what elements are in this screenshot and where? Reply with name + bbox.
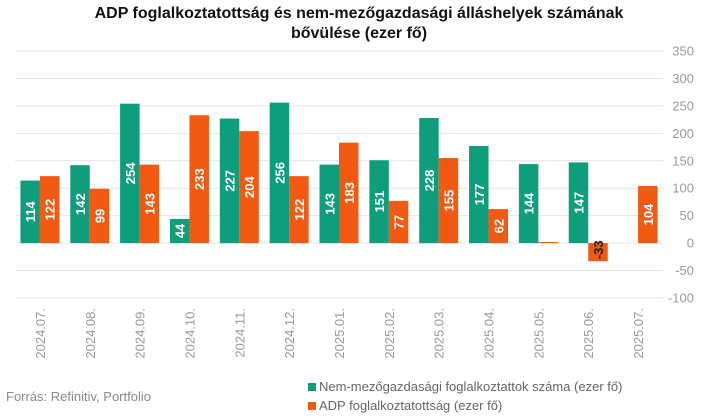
legend-label-adp: ADP foglalkoztatottság (ezer fő): [319, 398, 503, 413]
data-label: 144: [522, 192, 537, 214]
bar-adp: [538, 242, 558, 244]
data-label: 142: [73, 193, 88, 215]
data-label: 143: [142, 193, 157, 215]
y-tick-label: 150: [672, 153, 694, 168]
bar-nfp: [70, 165, 90, 244]
data-label: 256: [272, 162, 287, 184]
x-tick-label: 2024.09.: [133, 308, 148, 359]
legend-swatch-adp: [308, 401, 316, 410]
data-label: 44: [173, 223, 188, 238]
data-label: 62: [491, 219, 506, 233]
bar-adp: [139, 164, 160, 244]
data-label: 114: [23, 201, 38, 223]
data-label: 228: [422, 170, 437, 192]
bar-nfp: [120, 103, 140, 244]
data-label: 183: [342, 182, 357, 204]
y-tick-label: -50: [675, 263, 694, 278]
x-tick-label: 2025.02.: [382, 308, 397, 359]
data-label: 233: [192, 168, 207, 190]
data-label: 99: [93, 209, 108, 223]
data-label: 227: [223, 170, 238, 192]
legend-item-adp: ADP foglalkoztatottság (ezer fő): [308, 396, 622, 415]
bar-adp: [488, 209, 509, 244]
data-label: 122: [43, 199, 58, 221]
legend-swatch-nfp: [308, 382, 316, 391]
legend: Nem-mezőgazdasági foglalkoztattok száma …: [308, 377, 622, 415]
x-tick-label: 2024.07.: [33, 308, 48, 359]
bar-nfp: [319, 164, 339, 244]
y-tick-label: 50: [680, 208, 694, 223]
chart-title-line-2: bővülése (ezer fő): [290, 25, 428, 42]
bar-nfp: [469, 145, 489, 244]
y-tick-label: 250: [672, 98, 694, 113]
bar-adp: [438, 158, 459, 244]
x-tick-label: 2025.06.: [581, 308, 596, 359]
bar-adp: [289, 176, 309, 244]
bar-nfp: [568, 162, 589, 244]
bar-nfp: [369, 160, 389, 244]
bar-nfp: [20, 180, 40, 244]
legend-item-nfp: Nem-mezőgazdasági foglalkoztattok száma …: [308, 377, 622, 396]
data-label: 155: [441, 190, 456, 212]
bar-adp: [189, 115, 209, 244]
data-label: 151: [372, 191, 387, 213]
source-note: Forrás: Refinitiv, Portfolio: [6, 389, 151, 404]
bar-adp: [89, 188, 110, 244]
data-label: 2: [541, 235, 556, 242]
y-tick-label: 300: [672, 71, 694, 86]
data-label: 204: [242, 176, 257, 198]
y-tick-label: 350: [672, 44, 694, 59]
data-label: 254: [123, 162, 138, 184]
bar-adp: [39, 176, 60, 244]
x-tick-label: 2025.04.: [482, 308, 497, 359]
bar-nfp: [219, 118, 240, 244]
data-label: 147: [571, 192, 586, 214]
data-label: 143: [322, 193, 337, 215]
x-tick-label: 2025.03.: [432, 308, 447, 359]
bar-adp: [588, 243, 608, 262]
x-tick-label: 2025.05.: [531, 308, 546, 359]
y-tick-label: -100: [668, 291, 694, 306]
x-tick-label: 2025.07.: [631, 308, 646, 359]
x-tick-label: 2024.11.: [232, 308, 247, 358]
legend-label-nfp: Nem-mezőgazdasági foglalkoztattok száma …: [319, 379, 623, 394]
data-label: -33: [591, 240, 606, 259]
bar-nfp: [269, 102, 290, 244]
bar-nfp: [419, 117, 439, 244]
y-tick-label: 0: [687, 236, 694, 251]
data-label: 77: [392, 215, 407, 229]
data-label: 104: [641, 203, 656, 225]
bar-nfp: [518, 164, 539, 244]
bar-adp: [339, 142, 359, 244]
bar-adp: [638, 186, 658, 244]
bar-nfp: [169, 218, 190, 244]
data-label: 177: [472, 184, 487, 206]
x-tick-label: 2024.10.: [182, 308, 197, 359]
chart-title: ADP foglalkoztatottság és nem-mezőgazdas…: [0, 4, 718, 44]
y-tick-label: 200: [672, 126, 694, 141]
bar-adp: [388, 200, 409, 244]
x-tick-label: 2024.08.: [83, 308, 98, 359]
chart-title-line-1: ADP foglalkoztatottság és nem-mezőgazdas…: [94, 5, 624, 22]
data-label: 122: [292, 199, 307, 221]
y-tick-label: 100: [672, 181, 694, 196]
x-tick-label: 2025.01.: [332, 308, 347, 359]
bar-adp: [239, 131, 259, 244]
x-tick-label: 2024.12.: [282, 308, 297, 359]
